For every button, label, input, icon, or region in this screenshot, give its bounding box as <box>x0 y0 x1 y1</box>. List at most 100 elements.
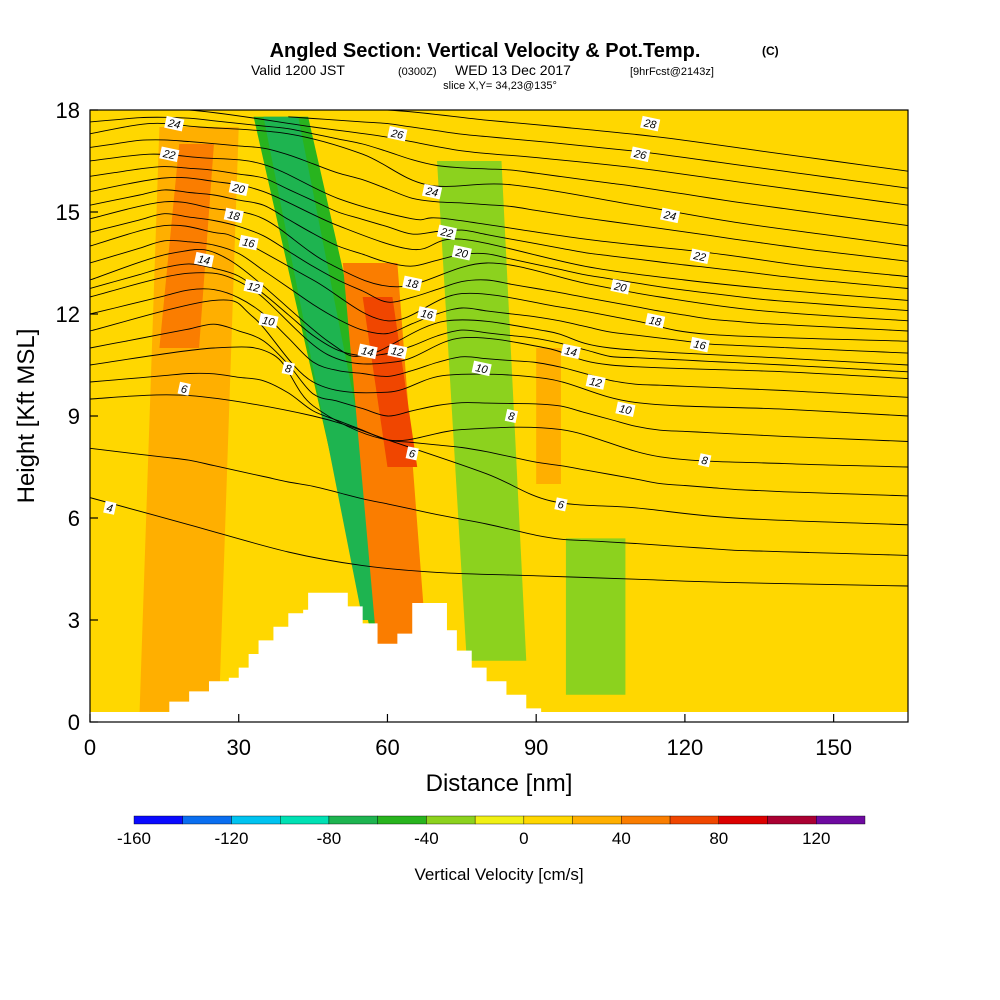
contour-label-box <box>436 224 457 241</box>
theta-contour-line <box>90 153 908 278</box>
contour-label-box <box>560 343 581 360</box>
contour-label: 10 <box>615 401 636 418</box>
x-tick-label: 30 <box>226 735 250 760</box>
theta-contour-line <box>90 323 908 442</box>
contour-label-box <box>387 343 408 360</box>
contour-label-text: 16 <box>241 236 256 250</box>
contour-label-box <box>258 313 279 329</box>
contour-label-text: 24 <box>166 117 181 131</box>
contour-label-text: 14 <box>360 345 374 359</box>
theta-contour-line <box>90 263 908 373</box>
valid-time-line: Valid 1200 JST (0300Z) WED 13 Dec 2017 [… <box>251 62 714 78</box>
colorbar-bin <box>182 815 232 825</box>
contour-label-text: 16 <box>420 308 435 322</box>
chart-title-unit: (C) <box>762 44 779 58</box>
colorbar-tick-label: -120 <box>214 829 248 848</box>
contour-label-box <box>451 245 472 261</box>
contour-label: 8 <box>504 408 519 424</box>
contour-label-box <box>689 248 710 264</box>
colorbar-bin <box>621 815 671 825</box>
contour-label: 16 <box>238 234 259 251</box>
colorbar-tick-label: 40 <box>612 829 631 848</box>
contour-label-text: 18 <box>648 315 663 329</box>
contour-label-text: 4 <box>105 502 113 515</box>
theta-contour-line <box>90 122 908 247</box>
contour-label-text: 28 <box>642 117 658 132</box>
contour-label-text: 20 <box>612 280 628 295</box>
colorbar-tick-label: -40 <box>414 829 439 848</box>
theta-contour-line <box>90 394 908 526</box>
contour-label: 18 <box>402 275 423 292</box>
colorbar-bin <box>474 815 525 825</box>
contour-label: 24 <box>164 115 185 132</box>
valid-fcst: [9hrFcst@2143z] <box>630 66 714 78</box>
contour-label-text: 12 <box>246 281 260 295</box>
contour-label-text: 20 <box>230 182 246 197</box>
contour-label-text: 26 <box>389 127 405 142</box>
contour-label-text: 8 <box>507 410 516 423</box>
contour-label-box <box>357 343 378 360</box>
y-tick-label: 0 <box>68 710 80 735</box>
contour-label-box <box>422 183 443 200</box>
colorbar-bin <box>377 815 427 825</box>
theta-contour-line <box>90 139 908 262</box>
colorbar-bin <box>816 815 866 825</box>
contour-label-box <box>405 446 419 461</box>
colorbar-bin <box>523 815 573 825</box>
contour-label: 26 <box>630 146 651 163</box>
valid-z: (0300Z) <box>398 66 437 78</box>
contour-label: 8 <box>281 361 295 376</box>
contour-label: 8 <box>698 453 712 468</box>
velocity-region <box>437 161 527 661</box>
theta-contour-line <box>90 299 908 417</box>
contour-label-text: 18 <box>226 209 241 223</box>
contour-label-text: 6 <box>180 383 189 396</box>
theta-contour-line <box>90 177 908 301</box>
theta-contours <box>90 110 908 587</box>
colorbar-tick-label: -160 <box>117 829 151 848</box>
x-tick-label: 0 <box>84 735 96 760</box>
contour-label-box <box>159 146 180 162</box>
contour-label-box <box>402 275 423 292</box>
contour-label: 10 <box>258 313 279 329</box>
slice-info: slice X,Y= 34,23@135° <box>443 80 557 92</box>
x-tick-label: 90 <box>524 735 548 760</box>
contour-label-box <box>689 336 710 353</box>
contour-label: 28 <box>640 115 661 132</box>
terrain <box>139 592 542 722</box>
surface-strip <box>90 712 908 722</box>
velocity-region <box>342 263 428 654</box>
colorbar-bin <box>669 815 719 825</box>
contour-label-box <box>164 115 185 132</box>
contour-label: 16 <box>689 336 710 353</box>
contour-label-text: 18 <box>405 277 420 291</box>
colorbar-bin <box>280 815 330 825</box>
contour-label: 20 <box>228 180 249 197</box>
contour-label-text: 12 <box>588 376 602 390</box>
contour-label-box <box>238 234 259 251</box>
contour-label-text: 24 <box>662 209 677 223</box>
contour-label: 6 <box>177 381 191 396</box>
contour-label-box <box>659 207 681 224</box>
valid-date: WED 13 Dec 2017 <box>455 62 571 78</box>
contour-label-text: 10 <box>261 315 276 329</box>
theta-contour-line <box>90 189 908 312</box>
contour-label-box <box>645 313 666 329</box>
chart-title: Angled Section: Vertical Velocity & Pot.… <box>270 40 701 62</box>
y-tick-label: 6 <box>68 506 80 531</box>
contour-label-text: 10 <box>474 362 489 376</box>
y-tick-label: 12 <box>56 302 80 327</box>
velocity-region <box>565 538 626 695</box>
theta-contour-line <box>90 248 908 366</box>
contour-label-box <box>193 251 215 268</box>
velocity-region <box>159 144 214 348</box>
contour-label-box <box>630 146 651 162</box>
x-axis: 0 30 60 90 120 150 <box>84 714 852 760</box>
contour-label-text: 14 <box>197 253 211 267</box>
contour-label-box <box>177 381 191 396</box>
contour-label: 4 <box>103 500 117 515</box>
contour-label: 24 <box>422 183 443 200</box>
y-axis: 0 3 6 9 12 15 18 <box>56 98 98 735</box>
